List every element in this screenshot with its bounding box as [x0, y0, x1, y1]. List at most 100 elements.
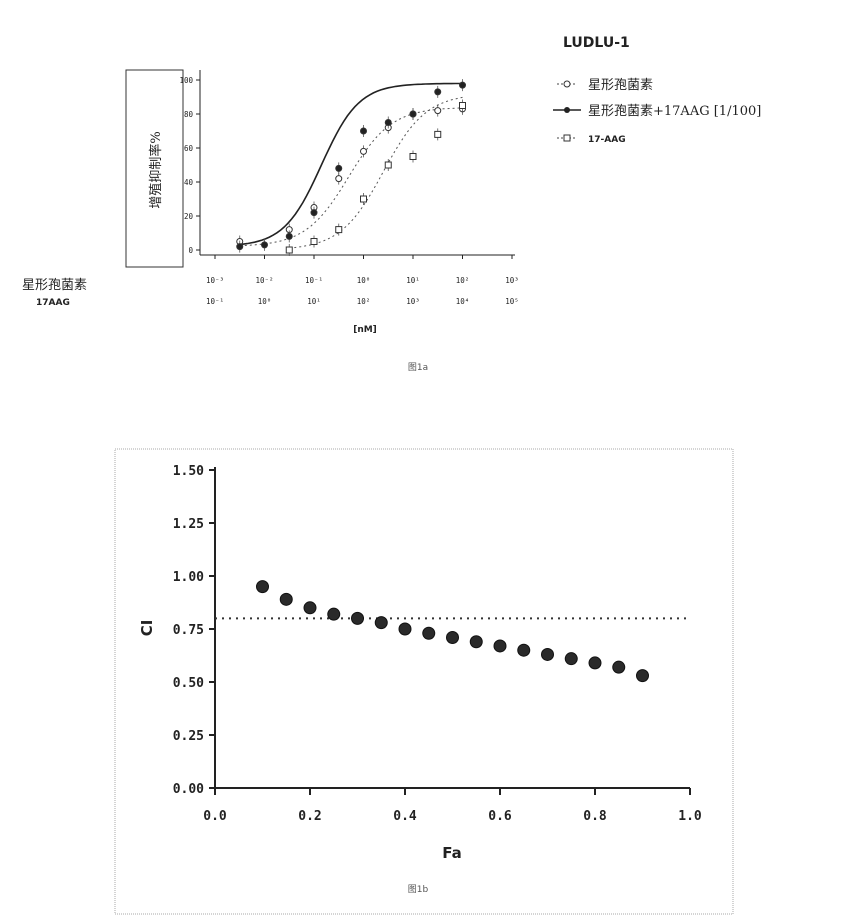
x-tick-label-row1: 10⁻³ — [206, 276, 224, 285]
data-point — [384, 119, 392, 126]
chart-frame — [114, 448, 734, 915]
data-point — [360, 195, 367, 203]
y-tick-label: 0.75 — [173, 623, 204, 638]
series-group — [236, 79, 466, 256]
x-tick-label-row1: 10⁻¹ — [305, 276, 323, 285]
x-tick-label-row1: 10⁰ — [357, 276, 371, 285]
data-point — [469, 635, 483, 649]
data-point — [434, 88, 442, 96]
x-axis-label-17aag: 17AAG — [36, 298, 70, 308]
x-axis-title: [nM] — [353, 325, 377, 335]
data-point — [459, 102, 466, 109]
figure-caption-1a: 图1a — [408, 362, 428, 373]
y-ticks: 0.00 0.25 0.50 0.75 1.00 1.25 1.50 — [173, 464, 215, 797]
legend-label: 星形孢菌素 — [588, 78, 653, 93]
data-point — [279, 592, 293, 606]
data-point — [310, 238, 318, 245]
legend-label: 17-AAG — [588, 135, 626, 145]
y-tick-label: 80 — [184, 110, 194, 119]
y-axis-title: CI — [138, 620, 156, 637]
data-point — [351, 611, 364, 625]
chart-title: LUDLU-1 — [563, 35, 630, 51]
x-tick-label: 0.0 — [203, 809, 227, 824]
ylabel-box — [125, 69, 184, 268]
legend-marker — [563, 134, 571, 142]
data-point — [588, 656, 602, 670]
series-line-1 — [239, 82, 463, 246]
y-tick-label: 40 — [184, 178, 194, 187]
data-point — [409, 153, 417, 160]
data-point — [541, 647, 554, 661]
data-point — [446, 630, 459, 644]
x-tick-label-row1: 10⁻² — [255, 276, 273, 285]
data-point — [434, 130, 442, 138]
x-ticks: 10⁻³ 10⁻¹ 10⁻² 10⁰ 10⁻¹ 10¹ 10⁰ 10² 10¹ 10³ 10² 10⁴… — [206, 255, 519, 306]
x-tick-label-row2: 10⁻¹ — [206, 297, 224, 306]
y-tick-label: 0 — [188, 246, 193, 255]
legend-label: 星形孢菌素+17AAG [1/100] — [588, 104, 761, 119]
x-tick-label-row1: 10² — [456, 276, 470, 285]
legend: 星形孢菌素 星形孢菌素+17AAG [1/100] 17-AAG — [553, 78, 761, 145]
x-tick-label-row1: 10³ — [505, 276, 519, 285]
data-point — [493, 639, 507, 653]
data-point — [374, 616, 388, 630]
y-tick-label: 0.50 — [173, 676, 204, 691]
x-tick-label: 1.0 — [678, 809, 702, 824]
data-point — [360, 127, 367, 135]
y-tick-label: 60 — [184, 144, 194, 153]
data-point — [236, 243, 244, 251]
data-point — [335, 175, 343, 183]
data-point — [335, 226, 343, 234]
series-line-0 — [239, 107, 463, 247]
y-ticks: 0 20 40 60 80 100 — [179, 76, 200, 255]
y-tick-label: 100 — [179, 76, 193, 85]
data-point — [261, 241, 268, 249]
x-tick-label-row1: 10¹ — [406, 276, 420, 285]
y-tick-label: 1.50 — [173, 464, 204, 479]
x-tick-label-row2: 10⁰ — [258, 297, 272, 306]
legend-marker — [563, 80, 571, 88]
data-point — [285, 246, 293, 254]
data-point — [434, 107, 442, 115]
data-points — [256, 580, 649, 683]
series-line-2 — [289, 96, 463, 249]
x-tick-label-row2: 10⁴ — [456, 297, 470, 306]
ci-scatter-chart: 0.000.250.500.751.001.251.50 0.0 0.2 0.4 0.… — [114, 448, 734, 915]
x-tick-label: 0.8 — [583, 809, 607, 824]
data-point — [422, 626, 436, 640]
x-tick-label-row2: 10¹ — [307, 297, 321, 306]
data-point — [327, 607, 341, 621]
y-tick-label: 0.25 — [173, 729, 204, 744]
data-point — [636, 669, 649, 683]
data-point — [256, 580, 269, 594]
x-tick-label-row2: 10² — [357, 297, 371, 306]
data-point — [517, 643, 531, 657]
data-point — [409, 110, 417, 118]
legend-item-17aag: 17-AAG — [557, 134, 626, 145]
data-point — [564, 652, 578, 666]
data-point — [398, 622, 412, 636]
y-tick-label: 0.00 — [173, 782, 204, 797]
data-point — [303, 601, 317, 615]
x-axis-label-staurosporine: 星形孢菌素 — [22, 278, 87, 293]
x-tick-label-row2: 10³ — [406, 297, 420, 306]
y-tick-label: 1.00 — [173, 570, 204, 585]
data-point — [612, 660, 626, 674]
x-tick-label: 0.2 — [298, 809, 321, 824]
x-tick-label: 0.6 — [488, 809, 512, 824]
data-point — [335, 164, 343, 172]
x-ticks: 0.0 0.2 0.4 0.6 0.8 1.0 — [203, 788, 702, 824]
data-point — [384, 161, 392, 169]
y-axis-label: 增殖抑制率% — [148, 131, 164, 208]
data-point — [459, 81, 466, 89]
x-tick-label-row2: 10⁵ — [505, 297, 519, 306]
data-point — [285, 232, 293, 240]
legend-item-combination: 星形孢菌素+17AAG [1/100] — [553, 104, 761, 119]
legend-item-staurosporine: 星形孢菌素 — [557, 78, 653, 93]
y-tick-label: 20 — [184, 212, 194, 221]
figure-caption-1b: 图1b — [408, 884, 429, 895]
data-point — [310, 209, 318, 217]
data-point — [360, 147, 367, 155]
x-tick-label: 0.4 — [393, 809, 417, 824]
x-axis-title: Fa — [442, 844, 462, 862]
